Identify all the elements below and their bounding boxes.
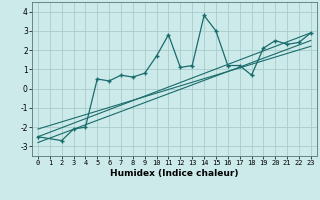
X-axis label: Humidex (Indice chaleur): Humidex (Indice chaleur) <box>110 169 239 178</box>
